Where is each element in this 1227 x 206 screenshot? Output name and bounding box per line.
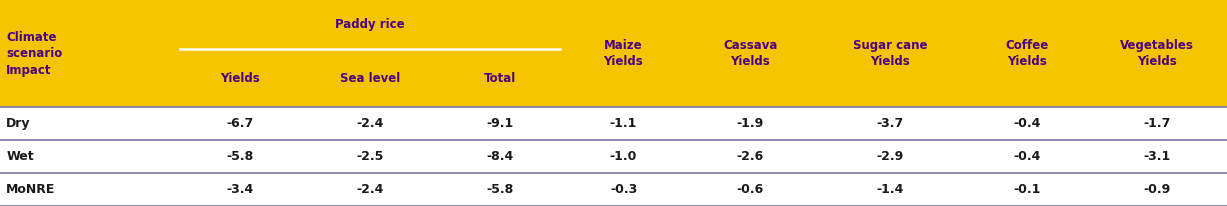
Text: -2.6: -2.6 [736,150,764,163]
Text: -0.1: -0.1 [1014,183,1040,196]
Text: Sugar cane
Yields: Sugar cane Yields [853,39,928,68]
Text: MoNRE: MoNRE [6,183,55,196]
Text: -1.0: -1.0 [610,150,637,163]
Text: -0.3: -0.3 [610,183,637,196]
Text: -5.8: -5.8 [487,183,514,196]
Text: -1.1: -1.1 [610,117,637,130]
Text: -9.1: -9.1 [487,117,514,130]
Text: -0.4: -0.4 [1014,117,1040,130]
Text: Climate
scenario
Impact: Climate scenario Impact [6,30,63,77]
Text: Coffee
Yields: Coffee Yields [1005,39,1049,68]
Text: -3.4: -3.4 [227,183,254,196]
Text: Yields: Yields [220,72,260,85]
Text: -3.7: -3.7 [876,117,904,130]
Text: Vegetables
Yields: Vegetables Yields [1120,39,1194,68]
Text: -5.8: -5.8 [227,150,254,163]
Text: -0.9: -0.9 [1144,183,1171,196]
Text: Total: Total [483,72,517,85]
Text: -6.7: -6.7 [227,117,254,130]
Text: -0.4: -0.4 [1014,150,1040,163]
Text: Maize
Yields: Maize Yields [604,39,643,68]
Text: -8.4: -8.4 [487,150,514,163]
Text: -2.5: -2.5 [356,150,384,163]
Text: -2.4: -2.4 [356,117,384,130]
Text: -1.4: -1.4 [876,183,904,196]
Text: Paddy rice: Paddy rice [335,18,405,31]
Text: Cassava
Yields: Cassava Yields [723,39,778,68]
Text: -3.1: -3.1 [1144,150,1171,163]
Text: -1.7: -1.7 [1144,117,1171,130]
Text: Dry: Dry [6,117,31,130]
Text: Sea level: Sea level [340,72,400,85]
Bar [0,0,1227,107]
Text: -2.4: -2.4 [356,183,384,196]
Text: -0.6: -0.6 [736,183,764,196]
Text: -2.9: -2.9 [876,150,904,163]
Text: Wet: Wet [6,150,34,163]
Text: -1.9: -1.9 [736,117,764,130]
